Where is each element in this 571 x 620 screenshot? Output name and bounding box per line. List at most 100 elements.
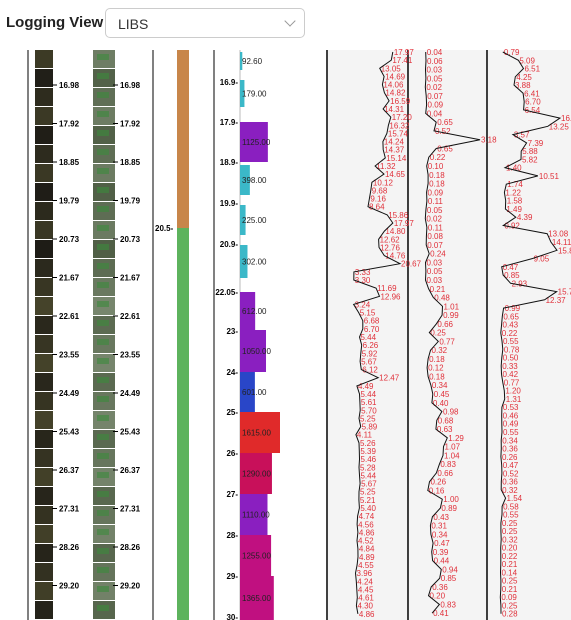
log-value: 0.28 (502, 610, 518, 619)
core-texture (97, 244, 109, 250)
log-value: 6.51 (524, 65, 540, 74)
bar[interactable] (240, 52, 243, 70)
log-value: 5.26 (360, 439, 376, 448)
core-texture (97, 491, 109, 497)
log-value: 0.02 (426, 215, 442, 224)
depth-tick-label: 27- (226, 490, 238, 499)
log-value: 1.04 (444, 451, 460, 460)
depth-label: 28.26 (59, 543, 80, 552)
log-value: 1.74 (507, 180, 523, 189)
core-texture (97, 529, 109, 535)
log-value: 4.39 (517, 213, 533, 222)
log-value: 10.12 (373, 178, 394, 187)
core-texture (97, 206, 109, 212)
log-value: 5.61 (361, 398, 377, 407)
log-value: 3.18 (481, 136, 497, 145)
log-value: 12.76 (380, 243, 401, 252)
log-value: 0.32 (502, 486, 518, 495)
log-value: 0.25 (502, 577, 518, 586)
log-value: 0.14 (502, 568, 518, 577)
core-image (35, 297, 53, 315)
bar[interactable] (240, 122, 268, 162)
log-value: 4.52 (358, 537, 374, 546)
log-value: 6.70 (364, 325, 380, 334)
bar-label: 1615.00 (242, 429, 271, 438)
log-value: 0.89 (441, 504, 457, 513)
depth-label: 29.20 (120, 582, 141, 591)
log-value: 0.66 (437, 320, 453, 329)
log-value: 0.55 (503, 428, 519, 437)
bar[interactable] (240, 80, 245, 107)
log-value: 4.45 (358, 585, 374, 594)
core-image (35, 126, 53, 144)
bar[interactable] (240, 245, 248, 278)
log-value: 4.84 (359, 545, 375, 554)
bar-label: 1255.00 (242, 552, 271, 561)
core-image (35, 145, 53, 163)
log-value: 16.64 (561, 114, 571, 123)
core-image (35, 316, 53, 334)
log-value: 14.65 (385, 170, 406, 179)
log-value: 11.69 (377, 284, 397, 293)
bar[interactable] (240, 292, 256, 330)
log-value: 0.21 (430, 285, 446, 294)
bar[interactable] (240, 494, 268, 535)
bar[interactable] (240, 372, 255, 412)
bar[interactable] (240, 205, 246, 235)
core-image (35, 449, 53, 467)
core-image (35, 107, 53, 125)
log-value: 0.25 (502, 527, 518, 536)
depth-label: 27.31 (59, 505, 80, 514)
log-value: 0.77 (439, 337, 455, 346)
bar-label: 1290.00 (242, 470, 271, 479)
core-texture (97, 396, 109, 402)
log-value: 0.24 (430, 250, 446, 259)
dropdown[interactable]: LIBS (105, 8, 305, 38)
log-value: 10.51 (539, 172, 560, 181)
log-value: 9.68 (372, 186, 388, 195)
bar[interactable] (240, 535, 272, 576)
core-texture (97, 434, 109, 440)
depth-label: 22.61 (120, 312, 141, 321)
log-value: 16.59 (390, 97, 411, 106)
bar-label: 225.00 (242, 216, 267, 225)
log-value: 15.74 (388, 129, 409, 138)
log-value: 0.46 (503, 411, 519, 420)
bar-label: 398.00 (242, 176, 267, 185)
bar[interactable] (240, 576, 274, 620)
log-value: 0.39 (433, 548, 449, 557)
bar[interactable] (240, 453, 272, 494)
log-value: 7.39 (528, 139, 544, 148)
log-value: 15.80 (558, 246, 571, 255)
core-image (35, 202, 53, 220)
core-texture (97, 548, 109, 554)
log-value: 5.28 (360, 463, 376, 472)
bar-label: 1365.00 (242, 594, 271, 603)
log-value: 0.94 (442, 565, 458, 574)
log-value: 1.00 (443, 495, 459, 504)
depth-tick-label: 24- (226, 368, 238, 377)
log-value: 0.66 (437, 469, 453, 478)
core-texture (97, 111, 109, 117)
track-bg (409, 50, 487, 620)
log-value: 0.06 (427, 57, 443, 66)
log-value: 5.09 (519, 56, 535, 65)
log-value: 4.56 (358, 520, 374, 529)
log-value: 13.25 (549, 122, 570, 131)
core-image (35, 601, 53, 619)
bar[interactable] (240, 412, 280, 453)
log-value: 5.44 (360, 390, 376, 399)
bar[interactable] (240, 330, 267, 372)
core-image (35, 582, 53, 600)
core-texture (97, 92, 109, 98)
log-value: 0.77 (504, 378, 520, 387)
log-value: 4.86 (359, 528, 375, 537)
log-value: 0.03 (427, 258, 443, 267)
log-value: 5.89 (362, 423, 378, 432)
bar[interactable] (240, 165, 250, 195)
log-value: 17.41 (392, 56, 413, 65)
bar-label: 612.00 (242, 307, 267, 316)
core-image (35, 392, 53, 410)
log-value: 0.11 (428, 223, 444, 232)
